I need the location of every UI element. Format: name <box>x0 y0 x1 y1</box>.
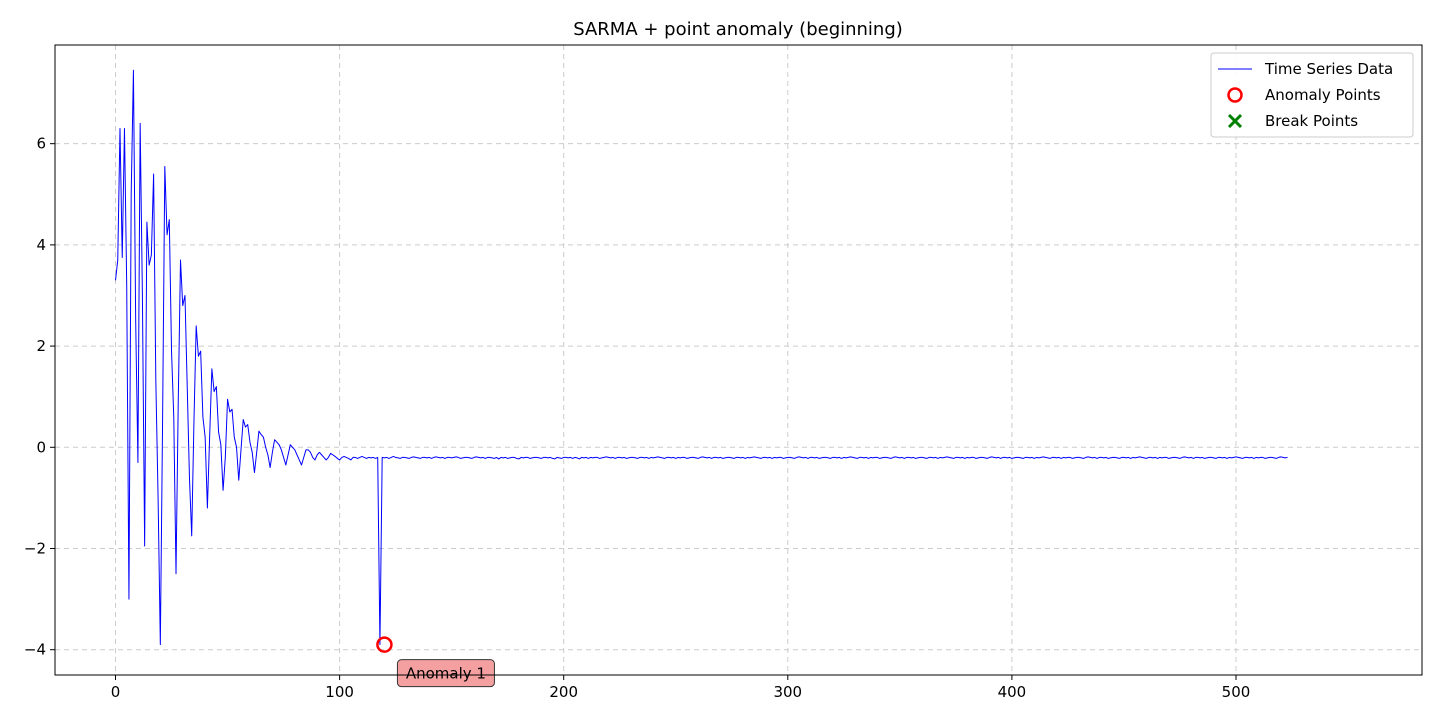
legend-circle-marker <box>1227 87 1243 103</box>
legend-x-marker <box>1227 113 1243 129</box>
x-tick-label: 300 <box>773 683 802 701</box>
x-tick-label: 100 <box>325 683 354 701</box>
grid <box>55 45 1422 675</box>
anomaly-point <box>376 636 393 653</box>
legend-label: Anomaly Points <box>1265 86 1381 104</box>
legend-box <box>1210 52 1414 138</box>
plot-frame <box>54 44 1423 676</box>
series-line <box>115 69 1288 646</box>
anomaly-label: Anomaly 1 <box>406 665 486 683</box>
axes: 0 100 200 300 400 500 −4 −2 0 2 4 6 <box>24 135 1250 701</box>
y-tick-label: −4 <box>24 641 46 659</box>
plot-area: Anomaly 1 <box>115 69 1288 688</box>
x-tick-label: 0 <box>111 683 121 701</box>
y-tick-label: 0 <box>36 438 46 456</box>
legend-label: Time Series Data <box>1264 60 1393 78</box>
x-tick-label: 400 <box>998 683 1027 701</box>
chart-title: SARMA + point anomaly (beginning) <box>573 19 903 40</box>
anomaly-label-box <box>396 659 495 688</box>
x-tick-label: 500 <box>1222 683 1251 701</box>
x-tick-label: 200 <box>549 683 578 701</box>
y-tick-label: 4 <box>36 236 46 254</box>
legend: Time Series Data Anomaly Points Break Poin… <box>1210 52 1414 138</box>
y-tick-label: 2 <box>36 337 46 355</box>
y-tick-label: 6 <box>36 135 46 153</box>
legend-label: Break Points <box>1265 112 1358 130</box>
y-tick-label: −2 <box>24 539 46 557</box>
